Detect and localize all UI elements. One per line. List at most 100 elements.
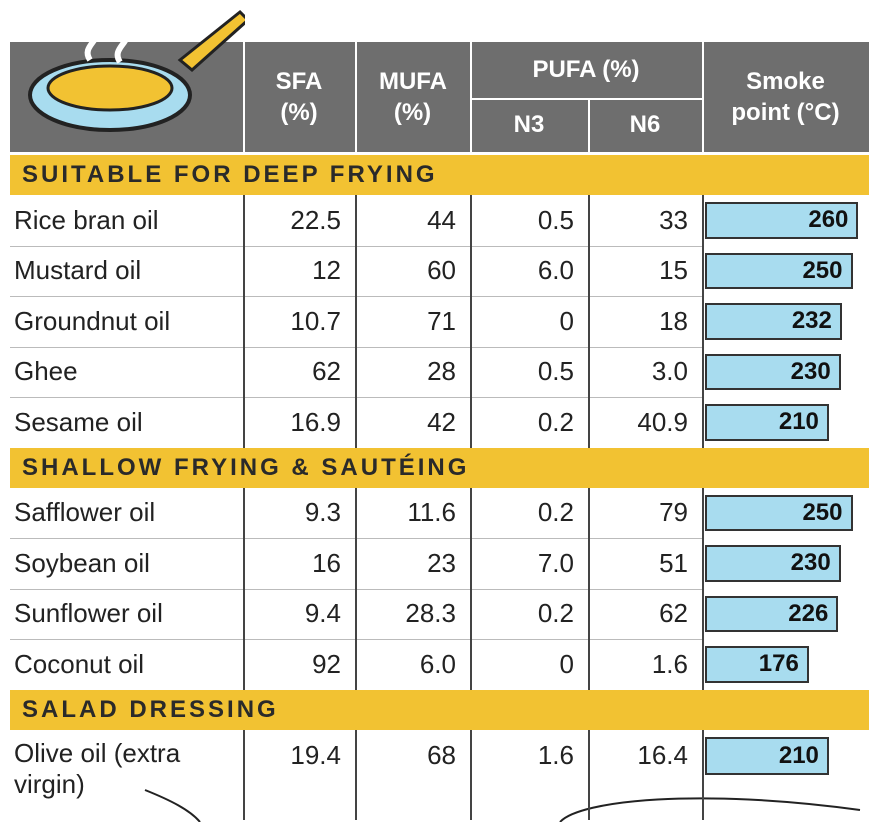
page: {"header": {"columns": ["SFA (%)", "MUFA…	[0, 0, 869, 822]
smoke-bar: 260	[705, 202, 858, 239]
row-name: Ghee	[10, 347, 243, 398]
column-header: MUFA (%)	[355, 42, 470, 152]
header-divider	[470, 42, 472, 152]
cell-value: 9.3	[243, 488, 355, 539]
cell-value: 51	[588, 538, 702, 589]
row-name: Coconut oil	[10, 639, 243, 690]
smoke-bar: 210	[705, 404, 829, 441]
cell-value: 0.5	[470, 347, 588, 398]
column-divider	[243, 195, 245, 246]
cell-value: 28.3	[355, 589, 470, 640]
smoke-bar: 230	[705, 354, 841, 391]
column-divider	[355, 639, 357, 690]
column-divider	[470, 296, 472, 347]
column-divider	[702, 397, 704, 448]
column-divider	[243, 538, 245, 589]
column-divider	[243, 397, 245, 448]
row-name: Safflower oil	[10, 488, 243, 539]
column-divider	[355, 347, 357, 398]
cell-value: 10.7	[243, 296, 355, 347]
column-divider	[470, 488, 472, 539]
row-name: Sesame oil	[10, 397, 243, 448]
column-divider	[702, 195, 704, 246]
column-divider	[355, 195, 357, 246]
column-divider	[355, 589, 357, 640]
column-divider	[588, 195, 590, 246]
cell-value: 7.0	[470, 538, 588, 589]
header-divider	[243, 42, 245, 152]
smoke-bar: 250	[705, 253, 853, 290]
column-divider	[243, 639, 245, 690]
column-divider	[702, 639, 704, 690]
column-divider	[470, 397, 472, 448]
cell-value: 6.0	[355, 639, 470, 690]
column-header: SFA (%)	[243, 42, 355, 152]
column-divider	[588, 246, 590, 297]
section-title: SUITABLE FOR DEEP FRYING	[10, 155, 869, 195]
column-divider	[702, 246, 704, 297]
cell-value: 22.5	[243, 195, 355, 246]
column-divider	[470, 246, 472, 297]
cell-value: 6.0	[470, 246, 588, 297]
cell-value: 1.6	[470, 730, 588, 782]
column-header: N3	[470, 98, 588, 152]
column-divider	[588, 538, 590, 589]
row-name: Olive oil (extra virgin)	[10, 730, 243, 820]
cell-value: 0.2	[470, 397, 588, 448]
cell-value: 44	[355, 195, 470, 246]
cell-value: 28	[355, 347, 470, 398]
section-title: SHALLOW FRYING & SAUTÉING	[10, 448, 869, 488]
smoke-bar: 230	[705, 545, 841, 582]
header-divider	[588, 98, 590, 152]
column-divider	[588, 730, 590, 820]
pan-icon	[10, 0, 245, 150]
column-divider	[588, 296, 590, 347]
smoke-bar: 176	[705, 646, 809, 683]
column-divider	[243, 730, 245, 820]
column-divider	[470, 730, 472, 820]
column-divider	[243, 246, 245, 297]
column-divider	[702, 296, 704, 347]
cell-value: 16.9	[243, 397, 355, 448]
column-divider	[355, 296, 357, 347]
row-name: Groundnut oil	[10, 296, 243, 347]
cell-value: 33	[588, 195, 702, 246]
column-header: PUFA (%)	[470, 42, 702, 98]
column-divider	[355, 246, 357, 297]
row-name: Sunflower oil	[10, 589, 243, 640]
column-divider	[470, 195, 472, 246]
cell-value: 0.2	[470, 589, 588, 640]
cell-value: 16.4	[588, 730, 702, 782]
row-name: Mustard oil	[10, 246, 243, 297]
cell-value: 42	[355, 397, 470, 448]
row-name: Soybean oil	[10, 538, 243, 589]
cell-value: 92	[243, 639, 355, 690]
column-header: N6	[588, 98, 702, 152]
cell-value: 0.2	[470, 488, 588, 539]
cell-value: 68	[355, 730, 470, 782]
column-divider	[588, 589, 590, 640]
column-divider	[702, 538, 704, 589]
smoke-bar: 250	[705, 495, 853, 532]
cell-value: 60	[355, 246, 470, 297]
cell-value: 15	[588, 246, 702, 297]
column-divider	[243, 488, 245, 539]
cell-value: 0	[470, 296, 588, 347]
column-divider	[588, 347, 590, 398]
column-divider	[355, 397, 357, 448]
cell-value: 62	[243, 347, 355, 398]
smoke-bar: 210	[705, 737, 829, 775]
column-divider	[702, 488, 704, 539]
column-divider	[355, 488, 357, 539]
cell-value: 40.9	[588, 397, 702, 448]
cell-value: 0	[470, 639, 588, 690]
cell-value: 11.6	[355, 488, 470, 539]
row-name: Rice bran oil	[10, 195, 243, 246]
column-divider	[243, 347, 245, 398]
header-divider	[470, 98, 702, 100]
column-divider	[588, 397, 590, 448]
column-divider	[702, 347, 704, 398]
column-divider	[588, 488, 590, 539]
column-divider	[470, 639, 472, 690]
cell-value: 3.0	[588, 347, 702, 398]
